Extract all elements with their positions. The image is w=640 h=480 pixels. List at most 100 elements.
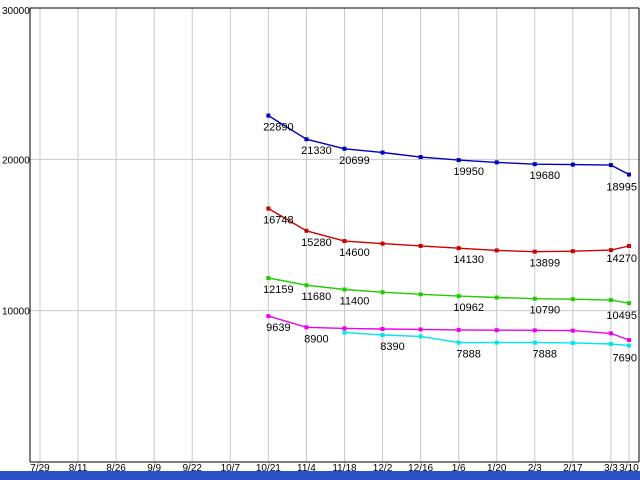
point-marker: [570, 162, 575, 167]
point-marker: [304, 325, 309, 330]
point-marker: [418, 155, 423, 160]
point-marker: [342, 146, 347, 151]
point-label: 14600: [339, 247, 370, 259]
point-marker: [266, 314, 271, 319]
x-tick-label: 3/10: [619, 463, 639, 471]
point-label: 7690: [613, 353, 637, 365]
point-label: 15280: [301, 237, 332, 249]
point-marker: [418, 327, 423, 332]
point-marker: [494, 340, 499, 345]
point-label: 10962: [453, 302, 484, 314]
point-marker: [380, 326, 385, 331]
point-marker: [342, 326, 347, 331]
point-marker: [304, 283, 309, 288]
point-marker: [494, 160, 499, 165]
x-tick-label: 2/17: [563, 463, 583, 471]
x-tick-label: 10/7: [221, 463, 241, 471]
point-marker: [627, 301, 631, 306]
point-label: 7888: [456, 349, 480, 361]
y-tick-label: 20000: [2, 155, 30, 166]
point-label: 14130: [453, 254, 484, 266]
point-label: 12159: [263, 284, 294, 296]
point-marker: [532, 162, 537, 167]
point-marker: [608, 331, 613, 336]
point-label: 21330: [301, 145, 332, 157]
point-marker: [380, 333, 385, 338]
point-marker: [456, 340, 461, 345]
point-marker: [456, 158, 461, 163]
point-marker: [380, 290, 385, 295]
point-marker: [304, 137, 309, 142]
point-label: 16748: [263, 215, 294, 227]
point-label: 18995: [606, 182, 637, 194]
point-label: 7888: [533, 349, 557, 361]
point-label: 10495: [606, 310, 637, 322]
point-marker: [418, 292, 423, 297]
point-marker: [532, 328, 537, 333]
x-tick-label: 1/6: [452, 463, 466, 471]
x-tick-label: 7/29: [30, 463, 50, 471]
point-marker: [627, 338, 631, 343]
y-tick-label: 10000: [2, 307, 30, 318]
x-tick-label: 2/3: [528, 463, 542, 471]
x-tick-label: 8/26: [106, 463, 126, 471]
y-tick-label: 30000: [2, 6, 30, 17]
point-marker: [266, 206, 271, 211]
bottom-bar: [0, 471, 640, 480]
point-marker: [418, 243, 423, 248]
x-tick-label: 12/2: [373, 463, 393, 471]
point-label: 8900: [304, 333, 328, 345]
point-marker: [570, 249, 575, 254]
x-tick-label: 8/11: [69, 463, 88, 471]
point-marker: [304, 228, 309, 233]
point-marker: [532, 340, 537, 345]
x-tick-label: 3/3: [604, 463, 618, 471]
point-label: 22890: [263, 122, 294, 134]
point-marker: [608, 341, 613, 346]
point-marker: [380, 150, 385, 155]
point-marker: [456, 246, 461, 251]
point-label: 19950: [453, 166, 484, 178]
point-label: 19680: [529, 170, 560, 182]
point-marker: [532, 249, 537, 254]
point-label: 11400: [340, 295, 370, 307]
point-marker: [456, 294, 461, 299]
point-marker: [342, 287, 347, 292]
point-label: 8390: [380, 341, 404, 353]
point-marker: [570, 328, 575, 333]
x-tick-label: 10/21: [256, 463, 281, 471]
point-marker: [342, 239, 347, 244]
point-marker: [266, 275, 271, 280]
point-marker: [608, 248, 613, 253]
point-marker: [494, 328, 499, 333]
point-marker: [627, 172, 631, 177]
x-tick-label: 11/4: [297, 463, 316, 471]
point-marker: [570, 340, 575, 345]
point-marker: [266, 113, 271, 118]
point-marker: [494, 295, 499, 300]
x-tick-label: 11/18: [332, 463, 357, 471]
point-marker: [380, 241, 385, 246]
point-label: 20699: [339, 155, 370, 167]
point-marker: [608, 163, 613, 168]
point-marker: [627, 343, 631, 348]
point-marker: [418, 334, 423, 339]
point-label: 14270: [606, 253, 637, 265]
point-label: 11680: [302, 291, 332, 303]
point-label: 13899: [529, 258, 560, 270]
x-tick-label: 9/22: [183, 463, 203, 471]
x-tick-label: 9/9: [147, 463, 161, 471]
point-marker: [494, 248, 499, 253]
point-label: 10790: [529, 305, 560, 317]
point-marker: [570, 297, 575, 302]
point-marker: [627, 244, 631, 249]
point-marker: [608, 298, 613, 303]
x-tick-label: 1/20: [487, 463, 507, 471]
x-tick-label: 12/16: [408, 463, 433, 471]
point-marker: [456, 327, 461, 332]
point-label: 9639: [266, 322, 290, 334]
point-marker: [342, 330, 347, 335]
